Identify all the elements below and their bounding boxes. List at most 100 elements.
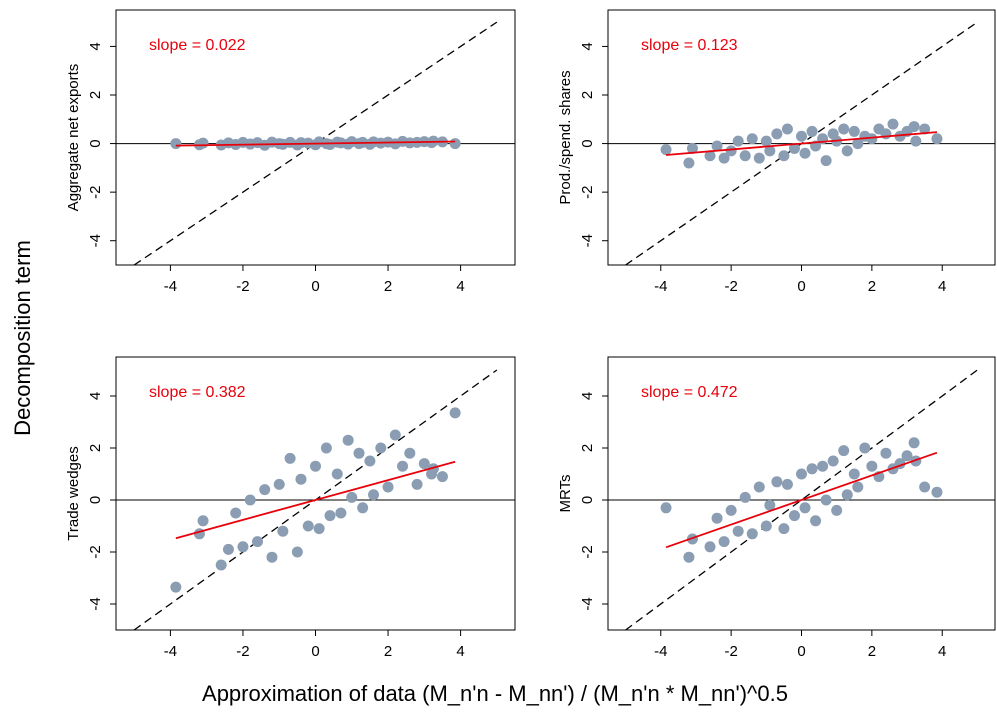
point (302, 520, 314, 532)
x-tick-label: -4 (654, 643, 667, 660)
point (806, 125, 818, 137)
point (799, 147, 811, 159)
point (764, 499, 776, 511)
point (764, 145, 776, 157)
point (284, 452, 296, 464)
point (781, 123, 793, 135)
point (686, 142, 698, 154)
point (859, 442, 871, 454)
point (331, 468, 343, 480)
point (739, 150, 751, 162)
point (259, 484, 271, 496)
y-tick-label: 0 (87, 139, 104, 147)
point (660, 144, 672, 156)
point (353, 447, 365, 459)
point (342, 434, 354, 446)
x-tick-label: -2 (724, 643, 737, 660)
y-tick-label: 4 (87, 392, 104, 400)
point (866, 133, 878, 145)
point (683, 551, 695, 563)
point (725, 145, 737, 157)
x-tick-label: 4 (456, 278, 464, 295)
y-tick-label: 2 (87, 444, 104, 452)
y-axis-title: Decomposition term (10, 240, 35, 436)
point (820, 494, 832, 506)
fit-line (665, 131, 938, 156)
point (244, 494, 256, 506)
point (753, 152, 765, 164)
point (781, 478, 793, 490)
y-tick-label: 0 (579, 139, 596, 147)
point (732, 135, 744, 147)
point (788, 142, 800, 154)
point (711, 512, 723, 524)
point (197, 515, 209, 527)
point (295, 473, 307, 485)
point (313, 523, 325, 535)
point (901, 450, 913, 462)
point (880, 128, 892, 140)
point (796, 130, 807, 142)
point (711, 140, 723, 152)
point (725, 504, 737, 516)
point (887, 118, 899, 130)
point (753, 481, 765, 493)
x-tick-label: 4 (456, 643, 464, 660)
y-axis-label: Aggregate net exports (65, 64, 82, 212)
point (771, 476, 783, 488)
point (197, 137, 209, 149)
point (310, 460, 321, 472)
point (215, 559, 227, 571)
point (418, 458, 430, 470)
y-tick-label: 4 (579, 42, 596, 50)
point (683, 157, 695, 169)
y-axis-label: Prod./spend. shares (557, 70, 574, 204)
y-tick-label: -2 (579, 545, 596, 558)
point (866, 460, 878, 472)
y-tick-label: 4 (87, 42, 104, 50)
point (273, 478, 285, 490)
point (320, 442, 332, 454)
y-tick-label: 2 (579, 444, 596, 452)
point (170, 138, 182, 150)
y-tick-label: 4 (579, 392, 596, 400)
point (820, 155, 832, 167)
point (335, 507, 347, 519)
point (170, 581, 182, 593)
point (796, 468, 807, 480)
y-axis-label: Trade wedges (65, 446, 82, 541)
point (838, 123, 850, 135)
x-tick-label: 2 (868, 643, 876, 660)
x-tick-label: -4 (654, 278, 667, 295)
point (237, 541, 249, 553)
point (364, 455, 376, 467)
point (411, 478, 423, 490)
point (746, 528, 758, 540)
point (806, 463, 818, 475)
x-tick-label: 0 (311, 278, 319, 295)
x-tick-label: 0 (797, 278, 805, 295)
point (230, 507, 242, 519)
point (739, 491, 751, 503)
fit-line (175, 140, 456, 147)
point (277, 525, 289, 537)
point (880, 447, 892, 459)
point (838, 445, 850, 457)
slope-annotation: slope = 0.382 (149, 384, 246, 401)
point (760, 520, 772, 532)
point (919, 481, 931, 493)
y-tick-label: -4 (87, 234, 104, 247)
point (771, 128, 783, 140)
point (397, 460, 409, 472)
point (817, 460, 829, 472)
point (346, 491, 358, 503)
point (266, 551, 278, 563)
reference-line (625, 369, 978, 631)
point (368, 489, 380, 501)
point (788, 510, 800, 522)
point (732, 525, 744, 537)
x-tick-label: -2 (724, 278, 737, 295)
point (827, 455, 839, 467)
x-tick-label: 2 (868, 278, 876, 295)
point (841, 489, 853, 501)
